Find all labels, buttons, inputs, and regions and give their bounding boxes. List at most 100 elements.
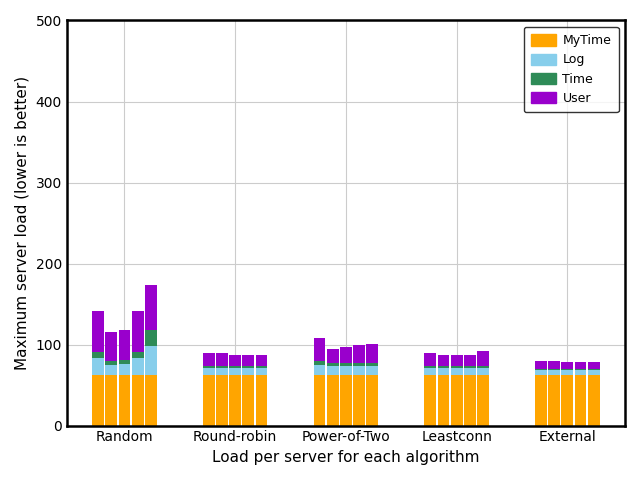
Bar bbox=[353, 374, 365, 426]
Bar bbox=[203, 374, 215, 426]
Bar bbox=[340, 374, 352, 426]
Bar bbox=[353, 366, 365, 374]
Bar bbox=[203, 353, 215, 366]
Bar bbox=[464, 355, 476, 366]
Bar bbox=[548, 371, 560, 374]
Bar bbox=[327, 366, 339, 374]
Bar bbox=[340, 347, 352, 363]
Bar bbox=[314, 338, 326, 361]
Bar bbox=[464, 366, 476, 368]
Bar bbox=[477, 351, 489, 366]
Bar bbox=[243, 368, 254, 374]
Bar bbox=[340, 366, 352, 374]
Bar bbox=[92, 359, 104, 374]
Bar bbox=[535, 374, 547, 426]
Bar bbox=[216, 353, 228, 366]
Bar bbox=[575, 361, 586, 369]
Bar bbox=[366, 363, 378, 366]
Bar bbox=[464, 368, 476, 374]
Bar bbox=[477, 366, 489, 368]
Bar bbox=[327, 349, 339, 363]
Bar bbox=[561, 361, 573, 369]
Bar bbox=[243, 374, 254, 426]
Bar bbox=[535, 361, 547, 369]
Bar bbox=[255, 355, 268, 366]
Bar bbox=[451, 374, 463, 426]
Bar bbox=[424, 374, 436, 426]
Bar bbox=[132, 312, 143, 352]
Bar bbox=[548, 369, 560, 371]
Bar bbox=[451, 368, 463, 374]
Y-axis label: Maximum server load (lower is better): Maximum server load (lower is better) bbox=[15, 76, 30, 370]
Bar bbox=[314, 365, 326, 374]
Bar bbox=[145, 374, 157, 426]
Legend: MyTime, Log, Time, User: MyTime, Log, Time, User bbox=[524, 27, 619, 112]
Bar bbox=[118, 330, 131, 360]
Bar bbox=[340, 363, 352, 366]
Bar bbox=[132, 359, 143, 374]
Bar bbox=[243, 366, 254, 368]
Bar bbox=[118, 374, 131, 426]
Bar bbox=[145, 330, 157, 346]
Bar bbox=[145, 286, 157, 330]
Bar bbox=[548, 361, 560, 369]
Bar bbox=[327, 363, 339, 366]
Bar bbox=[561, 374, 573, 426]
Bar bbox=[588, 361, 600, 369]
Bar bbox=[92, 312, 104, 352]
Bar bbox=[588, 374, 600, 426]
Bar bbox=[424, 353, 436, 366]
Bar bbox=[106, 365, 117, 374]
Bar bbox=[118, 364, 131, 374]
Bar bbox=[353, 363, 365, 366]
Bar bbox=[575, 371, 586, 374]
Bar bbox=[203, 366, 215, 368]
Bar bbox=[561, 371, 573, 374]
Bar bbox=[438, 368, 449, 374]
Bar bbox=[366, 374, 378, 426]
Bar bbox=[92, 374, 104, 426]
Bar bbox=[203, 368, 215, 374]
Bar bbox=[229, 366, 241, 368]
X-axis label: Load per server for each algorithm: Load per server for each algorithm bbox=[212, 450, 479, 465]
Bar bbox=[327, 374, 339, 426]
Bar bbox=[145, 346, 157, 374]
Bar bbox=[255, 368, 268, 374]
Bar bbox=[255, 366, 268, 368]
Bar bbox=[216, 366, 228, 368]
Bar bbox=[229, 355, 241, 366]
Bar bbox=[229, 374, 241, 426]
Bar bbox=[92, 352, 104, 359]
Bar bbox=[451, 366, 463, 368]
Bar bbox=[314, 374, 326, 426]
Bar bbox=[106, 361, 117, 365]
Bar bbox=[106, 333, 117, 361]
Bar bbox=[477, 368, 489, 374]
Bar bbox=[588, 371, 600, 374]
Bar bbox=[106, 374, 117, 426]
Bar bbox=[255, 374, 268, 426]
Bar bbox=[438, 355, 449, 366]
Bar bbox=[575, 374, 586, 426]
Bar bbox=[424, 368, 436, 374]
Bar bbox=[314, 361, 326, 365]
Bar bbox=[132, 374, 143, 426]
Bar bbox=[366, 366, 378, 374]
Bar bbox=[451, 355, 463, 366]
Bar bbox=[118, 360, 131, 364]
Bar bbox=[424, 366, 436, 368]
Bar bbox=[575, 369, 586, 371]
Bar bbox=[216, 374, 228, 426]
Bar bbox=[464, 374, 476, 426]
Bar bbox=[548, 374, 560, 426]
Bar bbox=[535, 369, 547, 371]
Bar bbox=[353, 346, 365, 363]
Bar bbox=[477, 374, 489, 426]
Bar bbox=[438, 374, 449, 426]
Bar bbox=[588, 369, 600, 371]
Bar bbox=[438, 366, 449, 368]
Bar bbox=[132, 352, 143, 359]
Bar bbox=[366, 344, 378, 363]
Bar bbox=[229, 368, 241, 374]
Bar bbox=[243, 355, 254, 366]
